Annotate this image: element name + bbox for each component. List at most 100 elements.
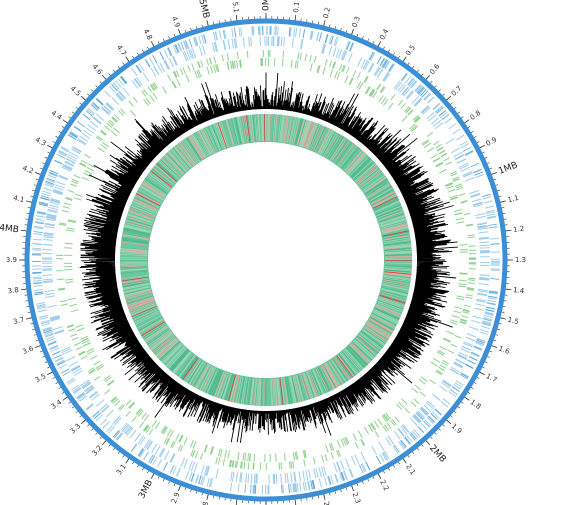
tick-label: 4.7 xyxy=(115,44,128,58)
tick xyxy=(235,499,238,505)
tick xyxy=(491,345,498,348)
gene-track xyxy=(31,25,501,495)
tracks xyxy=(31,25,501,495)
tick xyxy=(47,144,53,149)
tick xyxy=(206,20,209,26)
tick xyxy=(20,229,27,232)
tick-label: 2MB xyxy=(427,443,448,464)
tick-label: 0.1 xyxy=(292,1,301,13)
tick-label: 0.9 xyxy=(485,136,499,148)
tick-label: 0.2 xyxy=(322,6,332,19)
tick xyxy=(351,28,354,35)
tick xyxy=(47,371,53,376)
tick-label: 2.2 xyxy=(378,479,390,493)
outer-ring xyxy=(24,18,508,502)
gene-track xyxy=(55,49,477,470)
gene-track xyxy=(31,25,500,494)
tick xyxy=(377,41,382,47)
tick xyxy=(446,419,452,425)
tick-label: 0.4 xyxy=(378,27,391,41)
tick-label: 4MB xyxy=(0,223,19,235)
tick xyxy=(125,56,130,62)
tick-label: 4.6 xyxy=(90,63,104,77)
tick-label: 0.3 xyxy=(351,15,362,28)
tick-label: 2.8 xyxy=(200,501,210,505)
tick xyxy=(206,494,209,500)
tick xyxy=(500,317,506,320)
tick-label: 3MB xyxy=(137,478,155,500)
tick xyxy=(425,440,431,446)
tick xyxy=(479,144,485,149)
tick-label: 2.3 xyxy=(351,491,362,504)
tick xyxy=(479,371,485,376)
tick-label: 3.3 xyxy=(69,422,83,435)
tick xyxy=(80,95,86,101)
tick-label: 1.5 xyxy=(507,316,520,326)
tick xyxy=(125,458,130,464)
tick-label: 1.6 xyxy=(497,345,511,357)
tick xyxy=(26,200,32,203)
tick-label: 4.4 xyxy=(50,109,64,122)
tick xyxy=(34,345,41,348)
tick xyxy=(101,440,107,446)
tick-label: 0MB xyxy=(262,0,272,11)
tick-label: 2.4 xyxy=(322,501,333,505)
tick-label: 3.9 xyxy=(6,256,17,264)
tick xyxy=(505,229,512,232)
tick-label: 0.6 xyxy=(428,62,442,76)
tick-label: 0.5 xyxy=(404,44,417,58)
tick xyxy=(377,473,382,479)
tick xyxy=(150,41,155,47)
heat-track xyxy=(121,113,413,406)
tick-label: 3.7 xyxy=(12,316,25,326)
tick xyxy=(34,172,41,175)
tick xyxy=(178,28,181,35)
tick xyxy=(20,288,27,291)
tick-label: 2.9 xyxy=(170,491,181,504)
tick-label: 1.8 xyxy=(469,398,483,411)
tick-label: 0.7 xyxy=(450,85,464,98)
tick xyxy=(323,494,326,500)
tick xyxy=(446,95,452,101)
tick xyxy=(402,458,407,464)
tick xyxy=(351,485,354,492)
tick xyxy=(26,317,32,320)
tick-label: 4.3 xyxy=(34,136,48,148)
tick xyxy=(500,200,506,203)
tick-label: 2.1 xyxy=(404,463,417,477)
tick-label: 1.1 xyxy=(507,194,520,204)
tick xyxy=(80,419,86,425)
tick xyxy=(150,473,155,479)
tick xyxy=(62,396,68,401)
tick-label: 1.3 xyxy=(515,256,526,264)
tick xyxy=(101,74,107,80)
tick-label: 1MB xyxy=(497,161,519,177)
tick-label: 4.2 xyxy=(21,164,34,175)
tick-label: 1.2 xyxy=(513,225,525,234)
tick-label: 3.8 xyxy=(7,286,19,295)
tick xyxy=(294,14,297,21)
tick-label: 0.8 xyxy=(469,109,483,122)
tick xyxy=(235,14,238,21)
tick xyxy=(464,396,470,401)
tick xyxy=(491,172,498,175)
tick-label: 4.1 xyxy=(12,194,25,204)
tick-label: 3.6 xyxy=(21,344,35,356)
tick xyxy=(178,485,181,492)
tick xyxy=(402,56,407,62)
tick xyxy=(323,20,326,26)
tick-label: 3.4 xyxy=(50,398,64,411)
tick xyxy=(464,119,470,124)
tick-label: 3.5 xyxy=(34,372,48,384)
tick-label: 5.1 xyxy=(231,1,240,13)
tick-label: 1.4 xyxy=(513,286,526,295)
tick-label: 1.9 xyxy=(450,422,464,435)
heat-track xyxy=(119,113,413,407)
tick-label: 3.2 xyxy=(90,444,103,458)
tick xyxy=(294,499,297,505)
tick-label: 4.9 xyxy=(170,15,181,28)
inner-gap xyxy=(115,109,417,411)
tick-label: 3.1 xyxy=(115,463,128,477)
